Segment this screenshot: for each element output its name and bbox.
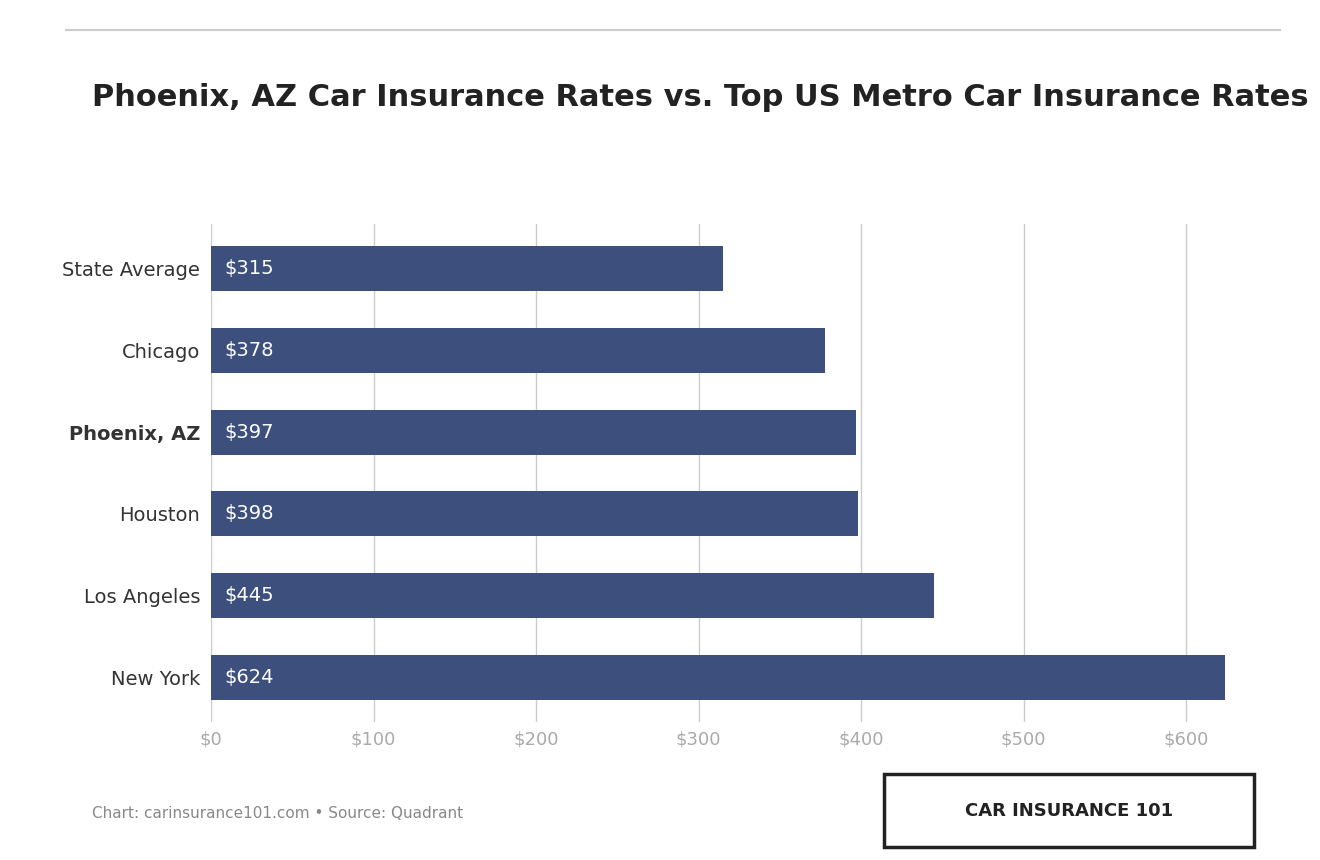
Text: $624: $624 (224, 667, 273, 687)
Bar (211, 409, 857, 455)
Bar (211, 246, 723, 292)
Text: CAR INSURANCE 101: CAR INSURANCE 101 (965, 802, 1173, 820)
Bar (211, 328, 825, 373)
Text: Chart: carinsurance101.com • Source: Quadrant: Chart: carinsurance101.com • Source: Qua… (92, 807, 463, 821)
Text: $378: $378 (224, 341, 273, 360)
Bar (211, 573, 935, 618)
Text: $445: $445 (224, 586, 273, 605)
Text: $398: $398 (224, 504, 273, 524)
Text: $315: $315 (224, 259, 273, 279)
Text: $397: $397 (224, 422, 273, 442)
Bar (211, 491, 858, 537)
FancyBboxPatch shape (884, 774, 1254, 847)
Bar (211, 654, 1225, 700)
Text: Phoenix, AZ Car Insurance Rates vs. Top US Metro Car Insurance Rates: Phoenix, AZ Car Insurance Rates vs. Top … (92, 83, 1309, 112)
